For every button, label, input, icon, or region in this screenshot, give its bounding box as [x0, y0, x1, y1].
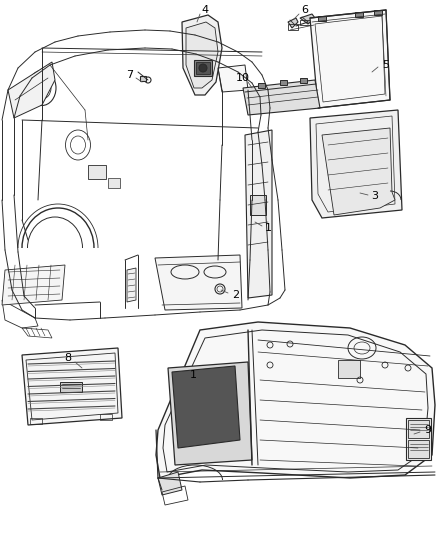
- Circle shape: [199, 64, 207, 72]
- Polygon shape: [243, 80, 320, 115]
- Text: 6: 6: [301, 5, 308, 15]
- Text: 7: 7: [127, 70, 134, 80]
- Bar: [300, 20, 312, 25]
- Polygon shape: [168, 362, 252, 465]
- Polygon shape: [310, 110, 402, 218]
- Text: 5: 5: [382, 60, 389, 70]
- Text: 1: 1: [190, 370, 197, 380]
- Text: 1: 1: [265, 223, 272, 233]
- Text: 9: 9: [424, 425, 431, 435]
- Bar: [194, 60, 212, 76]
- Polygon shape: [300, 14, 315, 24]
- Text: 4: 4: [201, 5, 208, 15]
- Text: 3: 3: [371, 191, 378, 201]
- Polygon shape: [156, 322, 435, 478]
- Bar: [280, 80, 287, 85]
- Polygon shape: [186, 22, 218, 88]
- Bar: [258, 83, 265, 88]
- Polygon shape: [172, 366, 240, 448]
- Bar: [100, 414, 112, 420]
- Bar: [406, 418, 431, 460]
- Polygon shape: [182, 15, 222, 95]
- Text: 10: 10: [236, 73, 250, 83]
- Polygon shape: [322, 128, 395, 215]
- Bar: [355, 12, 363, 17]
- Text: 8: 8: [64, 353, 71, 363]
- Polygon shape: [310, 10, 390, 108]
- Bar: [88, 165, 106, 179]
- Bar: [300, 78, 307, 83]
- Polygon shape: [2, 265, 65, 305]
- Bar: [408, 440, 429, 458]
- Polygon shape: [245, 130, 272, 298]
- Bar: [318, 16, 326, 21]
- Bar: [108, 178, 120, 188]
- Polygon shape: [155, 255, 242, 310]
- Bar: [338, 360, 360, 378]
- Polygon shape: [218, 65, 248, 92]
- Bar: [250, 195, 266, 215]
- Bar: [60, 382, 82, 392]
- Bar: [196, 62, 210, 74]
- Polygon shape: [158, 472, 182, 495]
- Bar: [140, 76, 146, 81]
- Bar: [408, 420, 429, 438]
- Polygon shape: [127, 268, 136, 302]
- Bar: [288, 24, 298, 30]
- Text: 2: 2: [233, 290, 240, 300]
- Polygon shape: [22, 348, 122, 425]
- Polygon shape: [288, 18, 298, 28]
- Polygon shape: [8, 62, 55, 118]
- Bar: [374, 10, 382, 15]
- Bar: [30, 418, 42, 424]
